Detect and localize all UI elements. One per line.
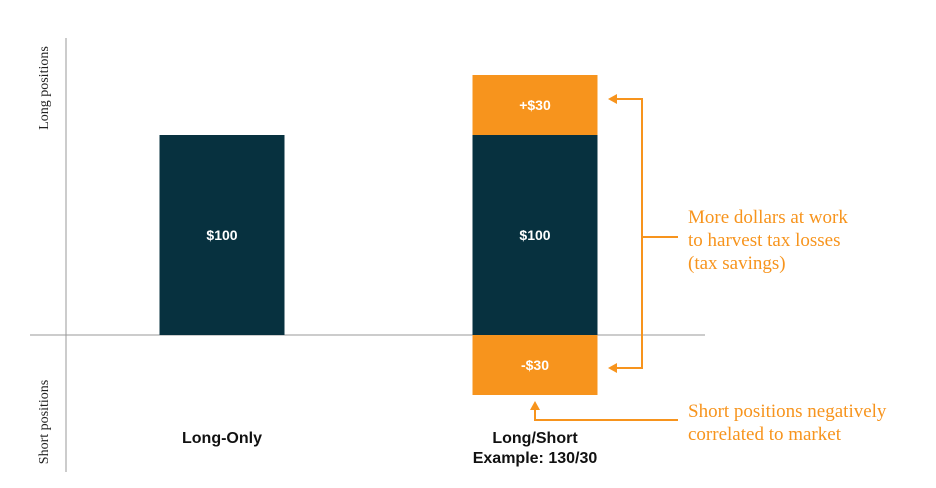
arrowhead-bottom <box>608 363 617 373</box>
bar-value-label: -$30 <box>521 357 549 373</box>
bar-value-label: $100 <box>519 227 550 243</box>
axes <box>30 38 705 472</box>
annotations: More dollars at work to harvest tax losse… <box>530 94 887 445</box>
elbow-connector <box>534 408 678 421</box>
y-axis-title-short: Short positions <box>37 380 52 464</box>
category-label: Long-Only <box>182 430 262 447</box>
bar-0-0 <box>159 135 285 335</box>
annotation-text: Short positions negatively correlated to … <box>688 401 887 445</box>
bar-value-label: $100 <box>206 227 237 243</box>
bar-value-label: +$30 <box>519 97 551 113</box>
bar-1-1 <box>472 75 598 135</box>
annotation-text: More dollars at work to harvest tax losse… <box>688 207 848 274</box>
category-sublabel: Example: 130/30 <box>473 450 598 467</box>
bars: $100 $100 +$30 -$30 <box>159 75 598 395</box>
category-label: Long/Short <box>492 430 578 447</box>
category-labels: Long-Only Long/Short Example: 130/30 <box>182 430 597 467</box>
arrowhead-up <box>530 401 540 410</box>
bar-1-0 <box>472 135 598 335</box>
arrowhead-top <box>608 94 617 104</box>
bracket-connector <box>610 98 643 369</box>
bar-1-2 <box>472 335 598 395</box>
y-axis-title-long: Long positions <box>37 46 52 130</box>
